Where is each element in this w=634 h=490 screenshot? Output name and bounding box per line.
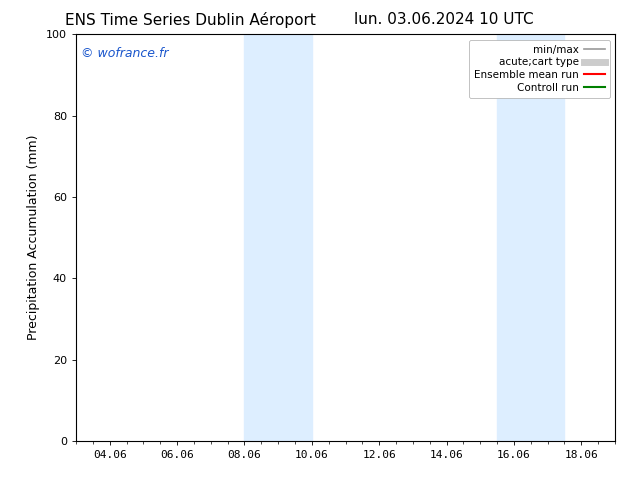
Y-axis label: Precipitation Accumulation (mm): Precipitation Accumulation (mm)	[27, 135, 41, 341]
Bar	[497, 34, 564, 441]
Legend: min/max, acute;cart type, Ensemble mean run, Controll run: min/max, acute;cart type, Ensemble mean …	[469, 40, 610, 98]
Text: lun. 03.06.2024 10 UTC: lun. 03.06.2024 10 UTC	[354, 12, 534, 27]
Text: © wofrance.fr: © wofrance.fr	[81, 47, 169, 59]
Text: ENS Time Series Dublin Aéroport: ENS Time Series Dublin Aéroport	[65, 12, 316, 28]
Bar	[245, 34, 312, 441]
